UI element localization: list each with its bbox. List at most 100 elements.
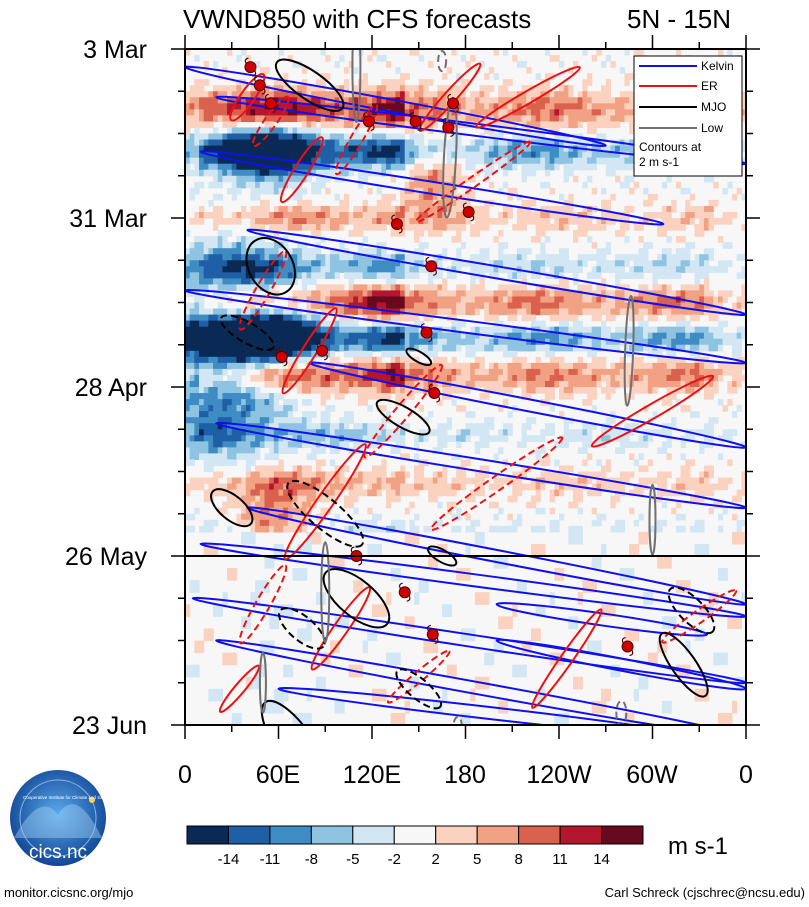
shading-cell <box>582 374 588 382</box>
shading-cell <box>465 362 471 370</box>
shading-cell <box>353 489 359 497</box>
shading-cell <box>610 157 616 165</box>
shading-cell <box>404 266 410 273</box>
shading-cell <box>460 374 467 382</box>
shading-cell <box>203 133 209 141</box>
shading-cell <box>255 399 261 406</box>
shading-cell <box>474 224 481 231</box>
shading-cell <box>227 121 233 129</box>
shading-cell <box>315 181 322 189</box>
shading-cell <box>437 181 443 189</box>
shading-cell <box>264 368 270 376</box>
shading-cell <box>601 465 607 473</box>
shading-cell <box>386 501 392 509</box>
shading-cell <box>409 157 415 165</box>
shading-cell <box>264 399 270 406</box>
shading-cell <box>222 290 228 298</box>
shading-cell <box>563 133 569 141</box>
shading-cell <box>479 290 485 298</box>
shading-cell <box>217 393 223 400</box>
shading-cell <box>329 290 336 298</box>
shading-cell <box>217 284 223 292</box>
shading-cell <box>386 387 392 394</box>
shading-cell <box>315 115 322 123</box>
shading-cell <box>231 187 238 195</box>
shading-cell <box>353 380 359 388</box>
shading-cell <box>409 302 415 310</box>
shading-cell <box>343 320 350 328</box>
shading-cell <box>231 417 238 424</box>
shading-cell <box>231 368 238 376</box>
shading-cell <box>428 199 434 207</box>
shading-cell <box>428 314 434 322</box>
shading-cell <box>619 332 626 340</box>
shading-cell <box>353 145 359 153</box>
shading-cell <box>498 362 504 370</box>
shading-cell <box>376 344 382 352</box>
shading-cell <box>185 127 191 135</box>
shading-cell <box>521 290 527 298</box>
shading-cell <box>292 447 298 454</box>
shading-cell <box>400 374 406 382</box>
shading-cell <box>601 368 607 376</box>
shading-cell <box>442 308 448 316</box>
shading-cell <box>353 218 359 225</box>
shading-cell <box>287 163 294 171</box>
shading-cell <box>493 344 499 352</box>
shading-cell <box>283 501 289 509</box>
shading-cell <box>601 115 607 123</box>
shading-cell <box>348 163 354 171</box>
shading-cell <box>292 145 298 153</box>
shading-cell <box>568 151 574 159</box>
shading-cell <box>325 175 331 183</box>
shading-cell <box>250 248 256 255</box>
shading-cell <box>456 97 462 104</box>
shading-cell <box>512 55 518 62</box>
shading-cell <box>400 151 406 159</box>
shading-cell <box>526 308 532 316</box>
shading-cell <box>245 272 252 279</box>
shading-cell <box>386 477 392 485</box>
shading-cell <box>315 163 322 171</box>
shading-cell <box>451 260 457 267</box>
shading-cell <box>315 374 322 382</box>
shading-cell <box>400 441 406 448</box>
shading-cell <box>549 326 555 334</box>
shading-cell <box>465 338 471 346</box>
shading-cell <box>474 230 481 237</box>
shading-cell <box>395 139 401 147</box>
shading-cell <box>376 260 382 267</box>
shading-cell <box>404 157 410 165</box>
shading-cell <box>339 266 345 273</box>
shading-cell <box>236 423 242 430</box>
shading-cell <box>573 121 579 129</box>
shading-cell <box>343 417 350 424</box>
shading-cell <box>185 260 191 267</box>
shading-cell <box>194 103 200 110</box>
shading-cell <box>526 169 532 177</box>
shading-cell <box>442 218 448 225</box>
shading-cell <box>353 230 359 237</box>
shading-cell <box>372 465 378 473</box>
shading-cell <box>470 290 476 298</box>
shading-cell <box>610 296 616 304</box>
shading-cell <box>376 326 382 334</box>
shading-cell <box>521 344 527 352</box>
shading-cell <box>400 103 406 110</box>
shading-cell <box>530 525 537 533</box>
shading-cell <box>273 254 280 261</box>
shading-cell <box>512 338 518 346</box>
shading-cell <box>540 471 546 479</box>
shading-cell <box>498 344 504 352</box>
shading-cell <box>414 199 420 207</box>
shading-cell <box>334 435 340 442</box>
shading-cell <box>376 290 382 298</box>
shading-cell <box>554 525 560 533</box>
shading-cell <box>217 374 223 382</box>
shading-cell <box>549 266 555 273</box>
shading-cell <box>367 519 373 527</box>
shading-cell <box>367 405 373 412</box>
shading-cell <box>250 483 256 491</box>
shading-cell <box>577 290 583 298</box>
shading-cell <box>269 211 275 219</box>
